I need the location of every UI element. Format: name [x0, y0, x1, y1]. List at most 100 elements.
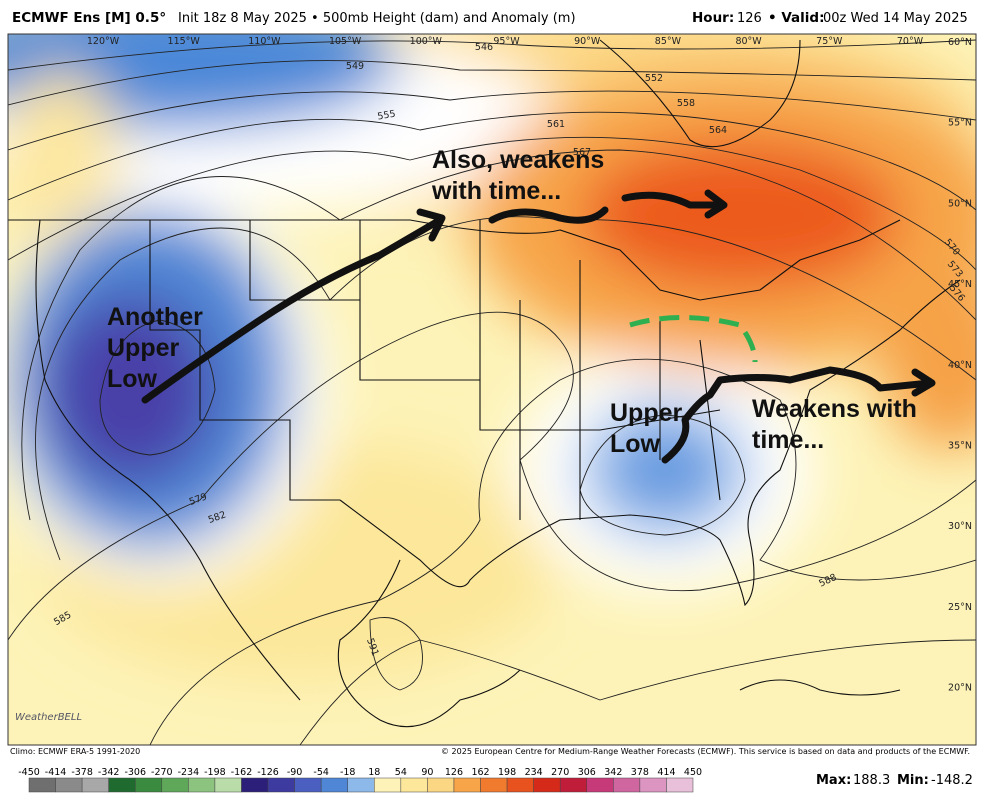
- colorbar-swatch: [586, 777, 614, 793]
- colorbar-swatch: [294, 777, 322, 793]
- longitude-label: 105°W: [329, 36, 362, 47]
- longitude-label: 80°W: [735, 36, 762, 47]
- latitude-label: 50°N: [948, 198, 972, 209]
- annotation: Also, weakens: [432, 146, 604, 174]
- climo: Climo: ECMWF ERA-5 1991-2020: [10, 747, 140, 756]
- longitude-label: 115°W: [168, 36, 201, 47]
- latitude-label: 45°N: [948, 279, 972, 290]
- colorbar-swatch: [559, 777, 588, 793]
- copyright: © 2025 European Centre for Medium-Range …: [441, 747, 970, 756]
- max: 188.3: [853, 773, 890, 788]
- colorbar-swatch: [320, 777, 348, 793]
- model: ECMWF Ens [M] 0.5°: [12, 10, 166, 26]
- colorbar-label: 162: [471, 767, 489, 778]
- valid: 00z Wed 14 May 2025: [823, 11, 968, 26]
- colorbar-label: 234: [525, 767, 543, 778]
- colorbar-label: 126: [445, 767, 463, 778]
- colorbar-swatch: [400, 777, 428, 793]
- colorbar-label: 378: [631, 767, 649, 778]
- annotations: Also, weakens with time... Another Upper Low…: [107, 146, 917, 458]
- colorbar: -450 -414 -378 -342 -306 -270 -234 -198 -162 -126…: [18, 767, 702, 793]
- latitude-label: 20°N: [948, 683, 972, 694]
- colorbar-label: -306: [124, 767, 146, 778]
- colorbar-label: -414: [45, 767, 67, 778]
- contour-label: 567: [573, 147, 591, 158]
- colorbar-label: -18: [340, 767, 356, 778]
- latitude-label: 35°N: [948, 441, 972, 452]
- longitude-label: 100°W: [410, 36, 443, 47]
- contour-label: 549: [346, 61, 364, 72]
- latitude-label: 55°N: [948, 118, 972, 129]
- colorbar-label: -342: [98, 767, 120, 778]
- map: 120°W 115°W 110°W 105°W 100°W 95°W 90°W 85°W 80°…: [8, 34, 976, 745]
- annotation: Upper: [107, 334, 180, 362]
- colorbar-swatch: [533, 777, 561, 793]
- colorbar-swatch: [453, 777, 481, 793]
- hour-label: Hour:: [692, 10, 734, 26]
- anomaly-shading: [8, 34, 976, 680]
- latitude-label: 30°N: [948, 521, 972, 532]
- colorbar-label: -378: [71, 767, 93, 778]
- colorbar-swatch: [214, 777, 242, 793]
- colorbar-label: -234: [178, 767, 200, 778]
- logo: WeatherBELL: [15, 712, 82, 723]
- longitude-label: 70°W: [897, 36, 924, 47]
- longitude-label: 90°W: [574, 36, 601, 47]
- colorbar-label: -54: [313, 767, 329, 778]
- colorbar-label: 54: [395, 767, 407, 778]
- contour-label: 552: [645, 73, 663, 84]
- height-contours: [8, 39, 976, 745]
- valid-label: • Valid:: [768, 10, 824, 26]
- colorbar-swatch: [134, 777, 163, 793]
- colorbar-swatch: [480, 777, 508, 793]
- front-marker: [629, 315, 758, 363]
- map-frame: [7, 33, 977, 746]
- colorbar-swatch: [188, 777, 216, 793]
- annotation: Low: [107, 365, 158, 393]
- contour-label: 555: [377, 109, 397, 123]
- longitude-label: 85°W: [655, 36, 682, 47]
- latitude-label: 25°N: [948, 602, 972, 613]
- latitude-labels: 60°N 55°N 50°N 45°N 40°N 35°N 30°N 25°N 20°N: [948, 37, 972, 694]
- latitude-label: 40°N: [948, 360, 972, 371]
- contour-label: 546: [475, 42, 493, 53]
- contour-label: 558: [677, 98, 695, 109]
- colorbar-swatch: [161, 777, 189, 793]
- longitude-labels: 120°W 115°W 110°W 105°W 100°W 95°W 90°W 85°W 80°…: [87, 36, 924, 47]
- colorbar-label: -270: [151, 767, 173, 778]
- colorbar-label: 90: [421, 767, 433, 778]
- colorbar-label: 342: [604, 767, 622, 778]
- colorbar-swatch: [81, 777, 109, 793]
- longitude-label: 110°W: [248, 36, 281, 47]
- colorbar-swatch: [55, 777, 83, 793]
- contour-label: 561: [547, 119, 565, 130]
- colorbar-swatch: [613, 777, 641, 793]
- longitude-label: 75°W: [816, 36, 843, 47]
- annotation: Low: [610, 430, 661, 458]
- colorbar-label: 306: [578, 767, 596, 778]
- colorbar-label: 18: [368, 767, 380, 778]
- colorbar-swatch: [347, 777, 375, 793]
- colorbar-label: 270: [551, 767, 569, 778]
- colorbar-swatch: [241, 777, 269, 793]
- annotation: with time...: [431, 177, 561, 205]
- min: -148.2: [931, 773, 973, 788]
- max-label: Max:: [816, 773, 851, 788]
- annotation: time...: [752, 426, 824, 454]
- annotation: Another: [107, 303, 203, 331]
- colorbar-swatch: [28, 777, 56, 793]
- colorbar-swatch: [267, 777, 295, 793]
- hour: 126: [737, 11, 762, 26]
- annotation: Upper: [610, 399, 683, 427]
- colorbar-label: -126: [257, 767, 279, 778]
- colorbar-label: -198: [204, 767, 226, 778]
- min-label: Min:: [897, 773, 929, 788]
- colorbar-swatch: [108, 777, 136, 793]
- colorbar-label: 450: [684, 767, 702, 778]
- colorbar-label: -450: [18, 767, 40, 778]
- colorbar-label: -162: [231, 767, 253, 778]
- colorbar-swatch: [666, 777, 694, 793]
- colorbar-label: 198: [498, 767, 516, 778]
- colorbar-swatch: [427, 777, 455, 793]
